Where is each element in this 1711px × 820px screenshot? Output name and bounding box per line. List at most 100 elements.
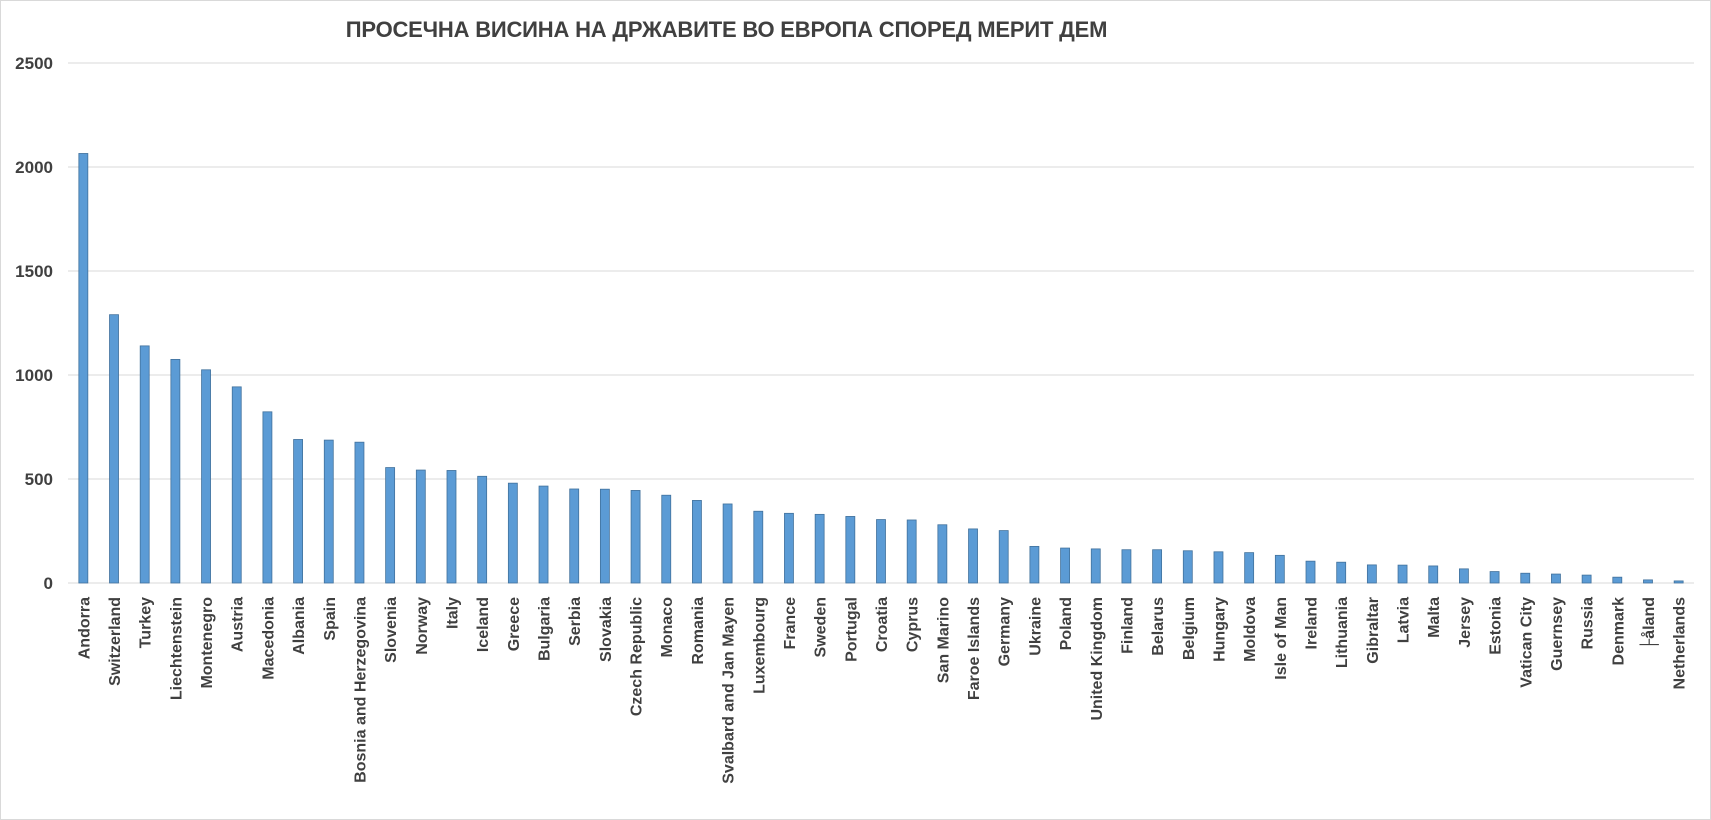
bar [845, 516, 856, 584]
x-tick-label: Austria [230, 597, 247, 652]
x-tick-label: Croatia [874, 597, 891, 652]
x-tick-label: Portugal [843, 597, 860, 662]
bar [1336, 561, 1347, 584]
bar [814, 513, 825, 584]
bar [1213, 551, 1224, 584]
bar [1121, 549, 1132, 584]
x-tick-label: Greece [506, 597, 523, 651]
x-tick-label: Guernsey [1549, 597, 1566, 671]
y-tick-label: 1500 [15, 262, 53, 281]
x-tick-label: Luxembourg [751, 597, 768, 694]
x-tick-label: Moldova [1242, 597, 1259, 662]
bar [231, 386, 242, 584]
bar [599, 488, 610, 584]
bar [1459, 568, 1469, 584]
bar [139, 345, 150, 584]
bar [507, 482, 518, 584]
x-tick-label: Norway [414, 597, 431, 655]
x-tick-label: Spain [322, 597, 339, 641]
bar [1428, 565, 1439, 584]
x-tick-label: Netherlands [1672, 597, 1689, 690]
y-tick-label: 2000 [15, 158, 53, 177]
bar [415, 469, 426, 584]
x-tick-label: Russia [1580, 597, 1597, 650]
x-tick-label: Serbia [567, 597, 584, 646]
bar [1581, 574, 1592, 584]
bar [876, 519, 886, 584]
y-axis-labels: 0 500 1000 1500 2000 2500 [15, 54, 53, 593]
y-tick-label: 2500 [15, 54, 53, 73]
bar [385, 467, 396, 584]
bar [784, 512, 794, 584]
x-axis-labels: Andorra Switzerland Turkey Liechtenstein Mon… [76, 597, 1688, 784]
x-tick-label: Belgium [1181, 597, 1198, 660]
x-tick-label: Romania [690, 597, 707, 665]
x-tick-label: Slovenia [383, 597, 400, 663]
bar [78, 153, 89, 584]
x-tick-label: Svalbard and Jan Mayen [721, 597, 738, 784]
y-tick-label: 1000 [15, 366, 53, 385]
x-tick-label: Sweden [813, 597, 830, 657]
y-tick-label: 500 [25, 470, 53, 489]
bar [722, 503, 733, 584]
x-tick-label: Turkey [138, 597, 155, 648]
x-tick-label: Estonia [1488, 597, 1505, 655]
x-tick-label: Germany [997, 597, 1014, 666]
bar [1643, 579, 1653, 584]
y-tick-label: 0 [44, 574, 53, 593]
bar [1244, 552, 1255, 584]
x-tick-label: Switzerland [107, 597, 124, 686]
x-tick-label: Finland [1119, 597, 1136, 654]
x-tick-label: Latvia [1396, 597, 1413, 643]
x-tick-label: Ireland [1304, 597, 1321, 649]
bar [1305, 560, 1316, 584]
x-tick-label: Malta [1426, 597, 1443, 638]
bar [323, 439, 334, 584]
bar [1152, 549, 1163, 584]
x-tick-label: Cyprus [905, 597, 922, 652]
bar [1182, 550, 1193, 584]
bar [201, 369, 211, 584]
bar [692, 500, 702, 584]
bar [1612, 576, 1623, 584]
x-tick-label: Ukraine [1027, 597, 1044, 656]
bar [1489, 571, 1500, 584]
bar [906, 519, 917, 584]
x-tick-label: Gibraltar [1365, 597, 1382, 664]
bar [630, 490, 641, 584]
x-tick-label: Monaco [659, 597, 676, 658]
x-tick-label: Slovakia [598, 597, 615, 662]
bar [1029, 545, 1040, 584]
x-tick-label: Albania [291, 597, 308, 655]
bar [1520, 572, 1531, 584]
bar [354, 441, 365, 584]
x-tick-label: Belarus [1150, 597, 1167, 656]
x-tick-label: Jersey [1457, 597, 1474, 648]
bar [998, 530, 1009, 584]
bar [569, 488, 580, 584]
gridlines [68, 62, 1694, 584]
x-tick-label: Macedonia [260, 597, 277, 680]
bar [1274, 554, 1285, 584]
x-tick-label: Iceland [475, 597, 492, 652]
bar [753, 510, 764, 584]
x-tick-label: Denmark [1610, 597, 1627, 666]
bar [109, 314, 119, 584]
bars [78, 153, 1684, 584]
x-tick-label: Montenegro [199, 597, 216, 689]
x-tick-label: Hungary [1211, 597, 1228, 662]
x-tick-label: Czech Republic [629, 597, 646, 716]
x-tick-label: ├åland [1639, 597, 1659, 650]
bar [262, 411, 273, 584]
x-tick-label: Vatican City [1518, 597, 1535, 688]
bar [1397, 564, 1408, 584]
x-tick-label: Bulgaria [537, 597, 554, 661]
x-tick-label: Poland [1058, 597, 1075, 650]
bar [1673, 580, 1684, 584]
x-tick-label: San Marino [935, 597, 952, 683]
x-tick-label: United Kingdom [1089, 597, 1106, 721]
x-tick-label: Italy [444, 597, 461, 629]
x-tick-label: Faroe Islands [966, 597, 983, 700]
